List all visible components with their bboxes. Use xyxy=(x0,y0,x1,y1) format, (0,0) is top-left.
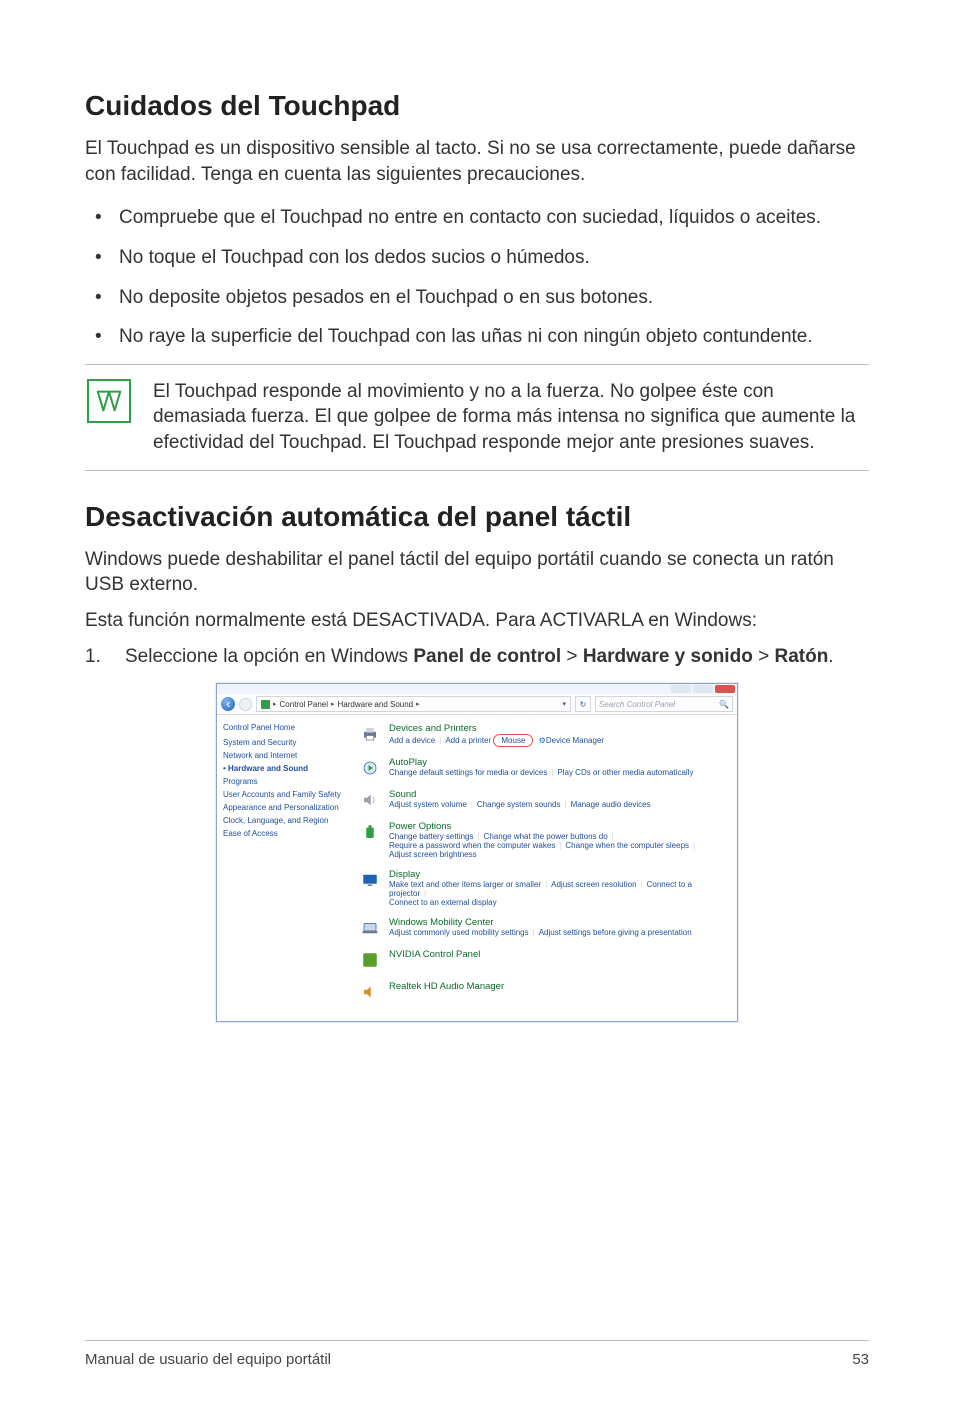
precaution-item: No raye la superficie del Touchpad con l… xyxy=(85,324,869,350)
link-power-password[interactable]: Require a password when the computer wak… xyxy=(389,841,555,850)
category-title[interactable]: Windows Mobility Center xyxy=(389,917,692,928)
breadcrumb-sep: ▸ xyxy=(273,700,277,708)
intro-auto-disable-1: Windows puede deshabilitar el panel táct… xyxy=(85,547,869,598)
step-number: 1. xyxy=(85,644,101,670)
precautions-list: Compruebe que el Touchpad no entre en co… xyxy=(85,205,869,350)
page-number: 53 xyxy=(852,1351,869,1368)
heading-touchpad-care: Cuidados del Touchpad xyxy=(85,90,869,122)
gear-icon: ⚙ xyxy=(536,736,546,745)
sidebar-item-ease-of-access[interactable]: Ease of Access xyxy=(223,829,343,838)
autoplay-icon xyxy=(359,757,381,779)
search-input[interactable]: Search Control Panel 🔍 xyxy=(595,696,733,712)
realtek-icon xyxy=(359,981,381,1003)
link-power-buttons[interactable]: Change what the power buttons do xyxy=(484,832,608,841)
search-placeholder: Search Control Panel xyxy=(599,700,675,709)
breadcrumb-item[interactable]: Control Panel xyxy=(280,700,328,709)
category-realtek: Realtek HD Audio Manager xyxy=(359,981,727,1003)
footer-title: Manual de usuario del equipo portátil xyxy=(85,1351,331,1368)
nav-forward-button[interactable] xyxy=(239,698,252,711)
sidebar-item-programs[interactable]: Programs xyxy=(223,777,343,786)
breadcrumb-sep: ▸ xyxy=(416,700,420,708)
link-display-textsize[interactable]: Make text and other items larger or smal… xyxy=(389,880,541,889)
category-title[interactable]: NVIDIA Control Panel xyxy=(389,949,480,960)
link-sound-volume[interactable]: Adjust system volume xyxy=(389,800,467,809)
step-item: 1. Seleccione la opción en Windows Panel… xyxy=(85,644,869,670)
category-devices-printers: Devices and Printers Add a device|Add a … xyxy=(359,723,727,747)
note-icon xyxy=(87,379,131,423)
sidebar-item-system-security[interactable]: System and Security xyxy=(223,738,343,747)
intro-touchpad-care: El Touchpad es un dispositivo sensible a… xyxy=(85,136,869,187)
control-panel-screenshot: ▸ Control Panel ▸ Hardware and Sound ▸ ▾… xyxy=(216,683,738,1022)
link-autoplay-defaults[interactable]: Change default settings for media or dev… xyxy=(389,768,547,777)
category-title[interactable]: Realtek HD Audio Manager xyxy=(389,981,504,992)
main-panel: Devices and Printers Add a device|Add a … xyxy=(349,715,737,1021)
sound-icon xyxy=(359,789,381,811)
sidebar-item-user-accounts[interactable]: User Accounts and Family Safety xyxy=(223,790,343,799)
precaution-item: No toque el Touchpad con los dedos sucio… xyxy=(85,245,869,271)
sidebar-header[interactable]: Control Panel Home xyxy=(223,723,343,732)
minimize-button[interactable] xyxy=(671,685,691,693)
note-box: El Touchpad responde al movimiento y no … xyxy=(85,364,869,471)
link-autoplay-cds[interactable]: Play CDs or other media automatically xyxy=(557,768,693,777)
maximize-button[interactable] xyxy=(693,685,713,693)
category-title[interactable]: Devices and Printers xyxy=(389,723,604,734)
breadcrumb-sep: ▸ xyxy=(331,700,335,708)
link-sound-sounds[interactable]: Change system sounds xyxy=(477,800,561,809)
steps-list: 1. Seleccione la opción en Windows Panel… xyxy=(85,644,869,670)
sidebar: Control Panel Home System and Security N… xyxy=(217,715,349,1021)
category-title[interactable]: AutoPlay xyxy=(389,757,693,768)
link-mouse-highlighted[interactable]: Mouse xyxy=(493,734,533,747)
address-bar: ▸ Control Panel ▸ Hardware and Sound ▸ ▾… xyxy=(217,694,737,715)
window-titlebar xyxy=(217,684,737,694)
devices-printers-icon xyxy=(359,723,381,745)
category-sound: Sound Adjust system volume|Change system… xyxy=(359,789,727,811)
sidebar-item-clock-language[interactable]: Clock, Language, and Region xyxy=(223,816,343,825)
link-add-printer[interactable]: Add a printer xyxy=(445,736,491,745)
category-nvidia: NVIDIA Control Panel xyxy=(359,949,727,971)
category-title[interactable]: Power Options xyxy=(389,821,699,832)
category-mobility: Windows Mobility Center Adjust commonly … xyxy=(359,917,727,939)
nav-back-button[interactable] xyxy=(221,697,235,711)
mobility-icon xyxy=(359,917,381,939)
precaution-item: No deposite objetos pesados en el Touchp… xyxy=(85,285,869,311)
link-power-brightness[interactable]: Adjust screen brightness xyxy=(389,850,477,859)
category-display: Display Make text and other items larger… xyxy=(359,869,727,907)
heading-auto-disable: Desactivación automática del panel tácti… xyxy=(85,501,869,533)
sidebar-item-appearance[interactable]: Appearance and Personalization xyxy=(223,803,343,812)
close-button[interactable] xyxy=(715,685,735,693)
category-power: Power Options Change battery settings|Ch… xyxy=(359,821,727,859)
link-power-battery[interactable]: Change battery settings xyxy=(389,832,474,841)
power-icon xyxy=(359,821,381,843)
category-title[interactable]: Sound xyxy=(389,789,651,800)
sidebar-item-network-internet[interactable]: Network and Internet xyxy=(223,751,343,760)
sidebar-item-hardware-sound[interactable]: Hardware and Sound xyxy=(223,764,343,773)
link-mobility-presentation[interactable]: Adjust settings before giving a presenta… xyxy=(539,928,692,937)
control-panel-icon xyxy=(261,700,270,709)
link-sound-devices[interactable]: Manage audio devices xyxy=(571,800,651,809)
breadcrumb-item[interactable]: Hardware and Sound xyxy=(338,700,414,709)
breadcrumb-dropdown[interactable]: ▾ xyxy=(562,700,566,708)
link-display-resolution[interactable]: Adjust screen resolution xyxy=(551,880,636,889)
link-power-sleep[interactable]: Change when the computer sleeps xyxy=(565,841,689,850)
search-icon: 🔍 xyxy=(719,700,729,709)
precaution-item: Compruebe que el Touchpad no entre en co… xyxy=(85,205,869,231)
step-text: Seleccione la opción en Windows Panel de… xyxy=(125,646,834,667)
nvidia-icon xyxy=(359,949,381,971)
display-icon xyxy=(359,869,381,891)
breadcrumb[interactable]: ▸ Control Panel ▸ Hardware and Sound ▸ ▾ xyxy=(256,696,571,712)
link-add-device[interactable]: Add a device xyxy=(389,736,435,745)
link-device-manager[interactable]: Device Manager xyxy=(546,736,604,745)
link-mobility-settings[interactable]: Adjust commonly used mobility settings xyxy=(389,928,529,937)
note-text: El Touchpad responde al movimiento y no … xyxy=(153,379,867,456)
refresh-button[interactable]: ↻ xyxy=(575,696,591,712)
intro-auto-disable-2: Esta función normalmente está DESACTIVAD… xyxy=(85,608,869,634)
page-footer: Manual de usuario del equipo portátil 53 xyxy=(85,1340,869,1368)
category-title[interactable]: Display xyxy=(389,869,727,880)
category-autoplay: AutoPlay Change default settings for med… xyxy=(359,757,727,779)
link-display-external[interactable]: Connect to an external display xyxy=(389,898,497,907)
